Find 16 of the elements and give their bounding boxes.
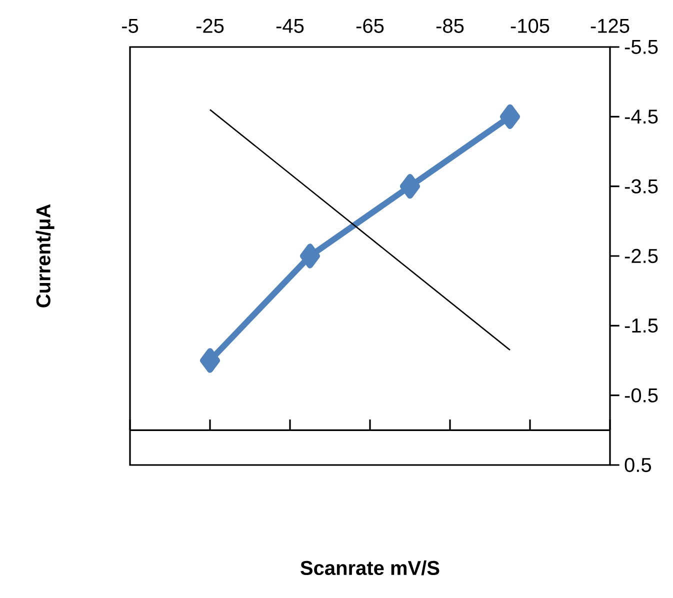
x-tick-label: -105 xyxy=(510,18,550,33)
x-axis-title: Scanrate mV/S xyxy=(300,560,440,576)
x-tick-label: -85 xyxy=(436,18,464,33)
y-tick-label: -4.5 xyxy=(624,110,658,124)
y-tick-label: 0.5 xyxy=(624,458,652,472)
x-tick-label: -65 xyxy=(356,18,384,33)
y-tick-label: -5.5 xyxy=(624,40,658,54)
y-tick-label: -0.5 xyxy=(624,388,658,402)
x-tick-label: -45 xyxy=(276,19,304,33)
y-tick-label: -2.5 xyxy=(624,248,658,264)
x-tick-label: -125 xyxy=(590,18,630,33)
x-tick-label: -5 xyxy=(122,19,138,33)
y-tick-label: -3.5 xyxy=(624,179,658,194)
x-tick-label: -25 xyxy=(196,18,224,33)
y-tick-label: -1.5 xyxy=(624,318,658,333)
y-axis-title: Current/μA xyxy=(36,204,54,308)
